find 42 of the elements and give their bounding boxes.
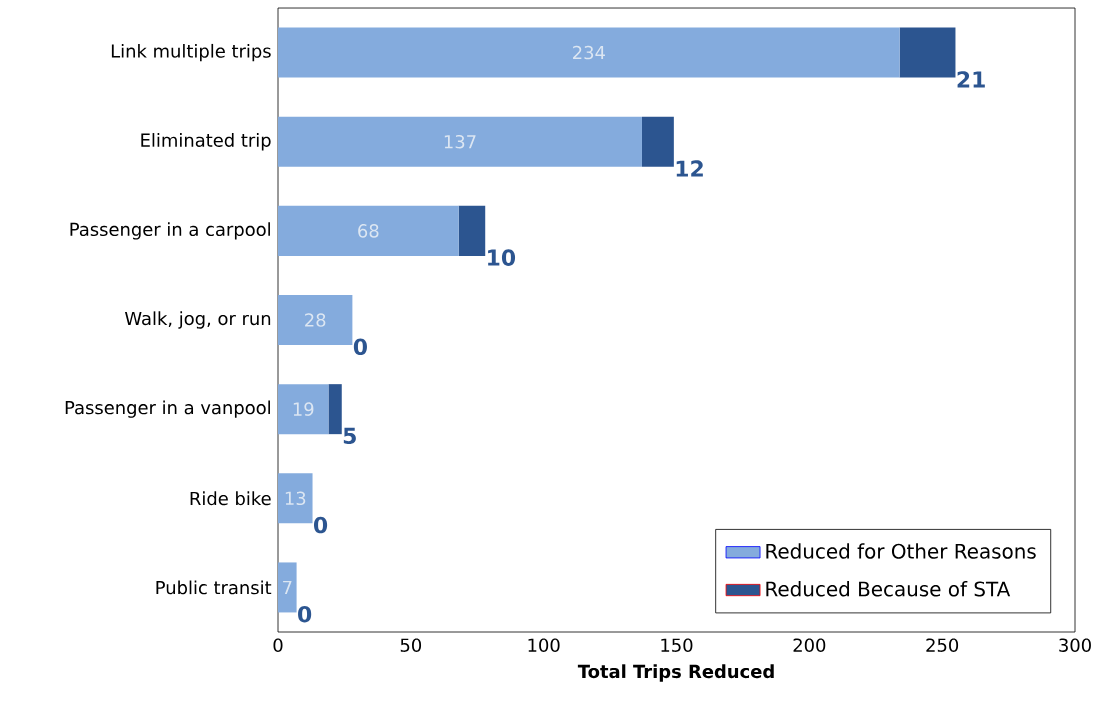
- data-label: 10: [488, 249, 516, 266]
- x-tick-label: 50: [400, 638, 422, 652]
- y-tick-label: Eliminated trip: [141, 133, 271, 151]
- x-tick-label: 200: [793, 638, 826, 652]
- bar: [458, 205, 486, 256]
- bar: [278, 562, 297, 613]
- bar: [278, 27, 900, 78]
- legend-label: Reduced Because of STA: [766, 581, 1011, 597]
- bar: [278, 205, 459, 256]
- bar: [278, 473, 313, 524]
- data-label: 0: [314, 516, 328, 534]
- y-tick-label: Link multiple trips: [111, 43, 271, 62]
- x-tick-label: 100: [528, 638, 560, 652]
- data-label: 68: [358, 224, 379, 238]
- y-tick-label: Public transit: [156, 580, 272, 595]
- data-label: 0: [353, 338, 367, 356]
- x-tick-label: 150: [661, 638, 693, 652]
- data-label: 234: [573, 45, 605, 60]
- bar: [278, 384, 329, 435]
- data-label: 13: [285, 491, 306, 506]
- data-label: 0: [298, 605, 312, 623]
- data-label: 7: [283, 580, 292, 594]
- bar: [641, 116, 674, 167]
- data-label: 21: [957, 71, 985, 88]
- x-tick-label: 250: [926, 638, 959, 652]
- x-tick-label: 0: [273, 638, 283, 652]
- y-tick-label: Walk, jog, or run: [124, 311, 271, 329]
- x-tick-label: 300: [1059, 638, 1091, 652]
- y-tick-label: Ride bike: [190, 491, 271, 506]
- bar: [899, 27, 956, 78]
- x-axis-title: Total Trips Reduced: [577, 664, 774, 682]
- data-label: 19: [293, 402, 314, 416]
- y-tick-label: Passenger in a vanpool: [65, 400, 270, 418]
- data-label: 28: [305, 313, 326, 327]
- bar: [278, 295, 353, 346]
- data-label: 12: [676, 160, 703, 177]
- bar: [278, 116, 642, 167]
- data-label: 137: [444, 134, 476, 149]
- bar: [328, 384, 342, 435]
- legend-label: Reduced for Other Reasons: [766, 543, 1036, 559]
- data-label: 5: [343, 427, 356, 445]
- y-tick-label: Passenger in a carpool: [70, 222, 270, 240]
